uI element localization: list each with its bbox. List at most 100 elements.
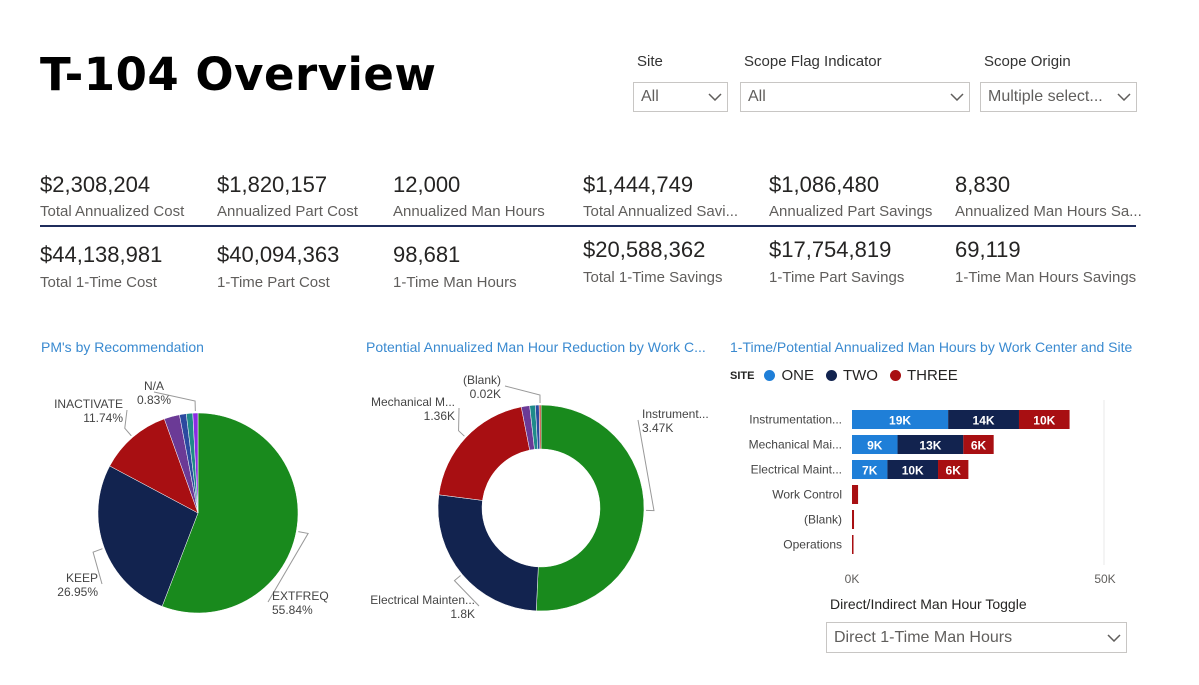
bar-data-label: 9K (867, 439, 883, 453)
pie-leader-line (153, 391, 196, 412)
pie-slice-n-a[interactable] (192, 412, 199, 514)
bar-category-label: Instrumentation... (749, 413, 842, 427)
pie-label-name: INACTIVATE (54, 397, 123, 411)
kpi-annualized-part-cost-label: Annualized Part Cost (217, 203, 358, 220)
man-hours-by-work-center-bar-chart[interactable]: Instrumentation... 19K 14K 10K Mechanical Ma… (730, 395, 1130, 590)
bar-data-label: 14K (973, 414, 995, 428)
donut-label-value: 3.47K (642, 421, 673, 435)
legend-item-two[interactable]: TWO (842, 367, 878, 384)
bar-segment-three[interactable] (1018, 410, 1070, 429)
pie-label-name: KEEP (66, 571, 98, 585)
donut-label-name: Mechanical M... (371, 395, 455, 409)
bar-segment-two[interactable] (887, 460, 939, 479)
bar-segment-three[interactable] (852, 485, 859, 504)
bar-chart-legend: SITE ONE TWO THREE (730, 367, 958, 384)
donut-label-value: 0.02K (470, 387, 501, 401)
kpi-annualized-man-hours-value: 12,000 (393, 172, 461, 197)
bar-category-label: Electrical Maint... (751, 463, 842, 477)
bar-segment-two[interactable] (948, 410, 1019, 429)
man-hour-toggle-value: Direct 1-Time Man Hours (834, 628, 1013, 646)
bar-category-label: Operations (783, 538, 842, 552)
kpi-total-annualized-savings-value: $1,444,749 (583, 172, 694, 197)
donut-leader-line (504, 385, 541, 404)
kpi-total-annualized-cost-value: $2,308,204 (40, 172, 151, 197)
kpi-annualized-man-hours-label: Annualized Man Hours (393, 203, 545, 220)
kpi-1time-part-savings-label: 1-Time Part Savings (769, 269, 905, 286)
pie-slice-inactivate[interactable] (109, 418, 199, 514)
legend-dot-two (825, 370, 837, 381)
donut-label-name: Instrument... (642, 407, 709, 421)
kpi-1time-man-hours-savings-label: 1-Time Man Hours Savings (955, 269, 1137, 286)
site-filter-dropdown[interactable]: All (633, 82, 728, 112)
bar-category-label: Mechanical Mai... (749, 438, 842, 452)
kpi-1time-part-cost-label: 1-Time Part Cost (217, 274, 330, 291)
pie-leader-line (124, 409, 132, 437)
bar-segment-three[interactable] (963, 435, 994, 454)
donut-leader-line (637, 419, 655, 512)
pie-slice-keep[interactable] (97, 465, 199, 607)
chevron-down-icon (1102, 633, 1126, 642)
bar-data-label: 6K (946, 464, 962, 478)
pie-leader-line (92, 548, 103, 585)
bar-segment-one[interactable] (852, 435, 898, 454)
donut-slice-electrical-mainten[interactable] (437, 494, 539, 612)
bar-segment-three[interactable] (938, 460, 969, 479)
bar-segment-one[interactable] (852, 410, 949, 429)
pie-slice-extfreq[interactable] (161, 412, 299, 614)
kpi-divider (40, 225, 1136, 227)
scope-origin-filter-dropdown[interactable]: Multiple select... (980, 82, 1137, 112)
bar-segment-three[interactable] (852, 510, 855, 529)
kpi-annualized-man-hours-savings-value: 8,830 (955, 172, 1011, 197)
pie-label-percent: 26.95% (57, 585, 98, 599)
kpi-total-annualized-cost-label: Total Annualized Cost (40, 203, 185, 220)
page-title: T-104 Overview (40, 48, 437, 101)
bar-segment-three[interactable] (852, 535, 854, 554)
donut-chart-title: Potential Annualized Man Hour Reduction … (366, 339, 706, 355)
pie-label-name: EXTFREQ (272, 589, 329, 603)
bar-chart-title: 1-Time/Potential Annualized Man Hours by… (730, 339, 1133, 355)
kpi-annualized-man-hours-savings-label: Annualized Man Hours Sa... (955, 203, 1142, 220)
chevron-down-icon (703, 93, 727, 101)
bar-segment-one[interactable] (852, 460, 888, 479)
scope-origin-filter-value: Multiple select... (988, 88, 1103, 105)
pie-label-percent: 0.83% (137, 393, 171, 407)
bar-x-tick-label: 0K (845, 572, 860, 586)
kpi-1time-part-savings-value: $17,754,819 (769, 237, 892, 262)
scope-flag-filter-dropdown[interactable]: All (740, 82, 970, 112)
kpi-total-annualized-savings-label: Total Annualized Savi... (583, 203, 739, 220)
man-hour-toggle-label: Direct/Indirect Man Hour Toggle (830, 596, 1027, 612)
scope-flag-filter-label: Scope Flag Indicator (744, 53, 882, 70)
kpi-total-1time-savings-value: $20,588,362 (583, 237, 706, 262)
donut-slice-instrument[interactable] (536, 404, 645, 612)
scope-origin-filter-label: Scope Origin (984, 53, 1071, 70)
pie-leader-line (267, 531, 309, 603)
bar-category-label: Work Control (772, 488, 842, 502)
kpi-1time-man-hours-label: 1-Time Man Hours (393, 274, 517, 291)
legend-title: SITE (730, 369, 755, 382)
pie-label-name: N/A (144, 379, 164, 393)
site-filter-label: Site (637, 53, 663, 70)
chevron-down-icon (945, 93, 969, 101)
kpi-annualized-part-savings-value: $1,086,480 (769, 172, 880, 197)
kpi-total-1time-cost-value: $44,138,981 (40, 242, 163, 267)
legend-item-one[interactable]: ONE (781, 367, 814, 384)
kpi-total-1time-cost-label: Total 1-Time Cost (40, 274, 157, 291)
legend-item-three[interactable]: THREE (906, 367, 958, 384)
bar-data-label: 10K (902, 464, 924, 478)
bar-x-tick-label: 50K (1094, 572, 1115, 586)
donut-leader-line (453, 575, 480, 607)
kpi-1time-man-hours-value: 98,681 (393, 242, 461, 267)
donut-label-value: 1.8K (450, 607, 475, 621)
bar-segment-two[interactable] (897, 435, 964, 454)
kpi-annualized-part-savings-label: Annualized Part Savings (769, 203, 933, 220)
pie-label-percent: 11.74% (83, 411, 123, 425)
pie-label-percent: 55.84% (272, 603, 313, 617)
pie-chart-title: PM's by Recommendation (41, 339, 204, 355)
bar-category-label: (Blank) (804, 513, 842, 527)
site-filter-value: All (641, 88, 659, 105)
man-hour-toggle-dropdown[interactable]: Direct 1-Time Man Hours (826, 622, 1127, 653)
bar-data-label: 19K (889, 414, 911, 428)
donut-slice--blank[interactable] (538, 404, 542, 450)
